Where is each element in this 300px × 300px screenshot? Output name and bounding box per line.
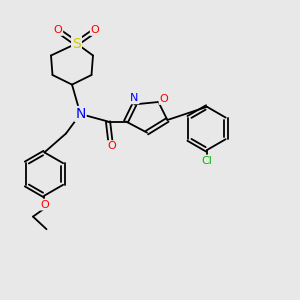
Text: N: N [75, 107, 85, 121]
Text: O: O [53, 25, 62, 35]
Text: O: O [40, 200, 49, 210]
Text: Cl: Cl [202, 155, 212, 166]
Text: O: O [107, 141, 116, 151]
Text: N: N [130, 93, 139, 103]
Text: O: O [159, 94, 168, 104]
Text: S: S [72, 37, 81, 50]
Text: O: O [91, 25, 100, 35]
